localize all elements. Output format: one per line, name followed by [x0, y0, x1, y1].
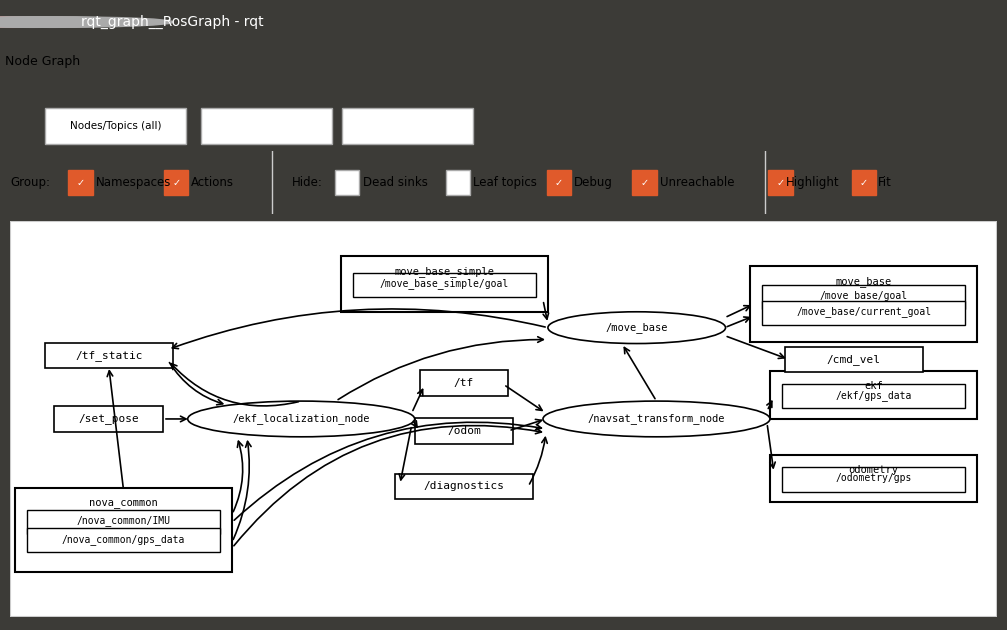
Text: Leaf topics: Leaf topics	[473, 176, 537, 189]
FancyBboxPatch shape	[44, 343, 173, 369]
Text: ✓: ✓	[555, 178, 563, 188]
Text: move_base_simple: move_base_simple	[395, 266, 494, 277]
FancyBboxPatch shape	[852, 170, 876, 195]
FancyBboxPatch shape	[342, 108, 473, 144]
Text: Nodes/Topics (all): Nodes/Topics (all)	[70, 121, 162, 131]
FancyBboxPatch shape	[768, 170, 793, 195]
Text: move_base: move_base	[836, 276, 892, 287]
FancyBboxPatch shape	[45, 108, 186, 144]
Text: /ekf_localization_node: /ekf_localization_node	[233, 413, 370, 425]
Circle shape	[0, 17, 133, 27]
FancyBboxPatch shape	[15, 488, 232, 572]
Text: /set_pose: /set_pose	[79, 413, 139, 425]
FancyBboxPatch shape	[547, 170, 571, 195]
Text: Namespaces: Namespaces	[96, 176, 171, 189]
FancyBboxPatch shape	[770, 455, 977, 502]
Text: rqt_graph__RosGraph - rqt: rqt_graph__RosGraph - rqt	[81, 15, 263, 29]
Text: Dead sinks: Dead sinks	[363, 176, 427, 189]
Text: nova_common: nova_common	[90, 498, 158, 508]
FancyBboxPatch shape	[68, 170, 93, 195]
FancyBboxPatch shape	[420, 370, 509, 396]
Text: Hide:: Hide:	[292, 176, 323, 189]
Text: /odometry/gps: /odometry/gps	[836, 474, 911, 483]
Text: ✓: ✓	[77, 178, 85, 188]
Text: /tf: /tf	[454, 378, 474, 388]
Text: /tf_static: /tf_static	[75, 350, 143, 361]
Text: Highlight: Highlight	[785, 176, 839, 189]
Text: /move_base/goal: /move_base/goal	[820, 290, 907, 301]
Text: Unreachable: Unreachable	[660, 176, 734, 189]
Ellipse shape	[548, 312, 725, 343]
Text: /move_base: /move_base	[605, 322, 668, 333]
Text: Debug: Debug	[574, 176, 613, 189]
FancyBboxPatch shape	[762, 301, 966, 325]
Text: Fit: Fit	[878, 176, 892, 189]
FancyBboxPatch shape	[335, 170, 359, 195]
Text: /nova_common/gps_data: /nova_common/gps_data	[61, 534, 185, 545]
FancyBboxPatch shape	[164, 170, 188, 195]
Text: odometry: odometry	[849, 464, 898, 474]
Text: ekf: ekf	[864, 381, 883, 391]
Text: /nova_common/IMU: /nova_common/IMU	[77, 515, 170, 526]
Text: ✓: ✓	[640, 178, 649, 188]
Text: ✓: ✓	[776, 178, 784, 188]
Circle shape	[0, 17, 153, 27]
Text: /ekf/gps_data: /ekf/gps_data	[836, 390, 911, 401]
FancyBboxPatch shape	[446, 170, 470, 195]
Text: ✓: ✓	[860, 178, 868, 188]
FancyBboxPatch shape	[54, 406, 163, 432]
FancyBboxPatch shape	[762, 285, 966, 309]
Ellipse shape	[543, 401, 770, 437]
Circle shape	[0, 17, 173, 27]
FancyBboxPatch shape	[415, 418, 514, 444]
FancyBboxPatch shape	[201, 108, 332, 144]
FancyBboxPatch shape	[781, 384, 966, 408]
Text: Node Graph: Node Graph	[5, 55, 81, 67]
Text: /move_base_simple/goal: /move_base_simple/goal	[380, 278, 509, 289]
FancyBboxPatch shape	[395, 474, 533, 500]
FancyBboxPatch shape	[781, 467, 966, 491]
FancyBboxPatch shape	[770, 371, 977, 419]
Ellipse shape	[187, 401, 415, 437]
FancyBboxPatch shape	[340, 256, 548, 312]
Text: /navsat_transform_node: /navsat_transform_node	[588, 413, 725, 425]
FancyBboxPatch shape	[784, 346, 922, 372]
Text: /odom: /odom	[447, 426, 481, 436]
Text: ✓: ✓	[172, 178, 180, 188]
Text: Group:: Group:	[10, 176, 50, 189]
Text: /cmd_vel: /cmd_vel	[827, 354, 881, 365]
FancyBboxPatch shape	[27, 528, 221, 553]
FancyBboxPatch shape	[750, 266, 977, 341]
Text: /diagnostics: /diagnostics	[424, 481, 505, 491]
Text: Actions: Actions	[191, 176, 235, 189]
FancyBboxPatch shape	[10, 220, 997, 617]
Text: /move_base/current_goal: /move_base/current_goal	[797, 306, 931, 318]
FancyBboxPatch shape	[27, 510, 221, 534]
FancyBboxPatch shape	[632, 170, 657, 195]
FancyBboxPatch shape	[352, 273, 536, 297]
